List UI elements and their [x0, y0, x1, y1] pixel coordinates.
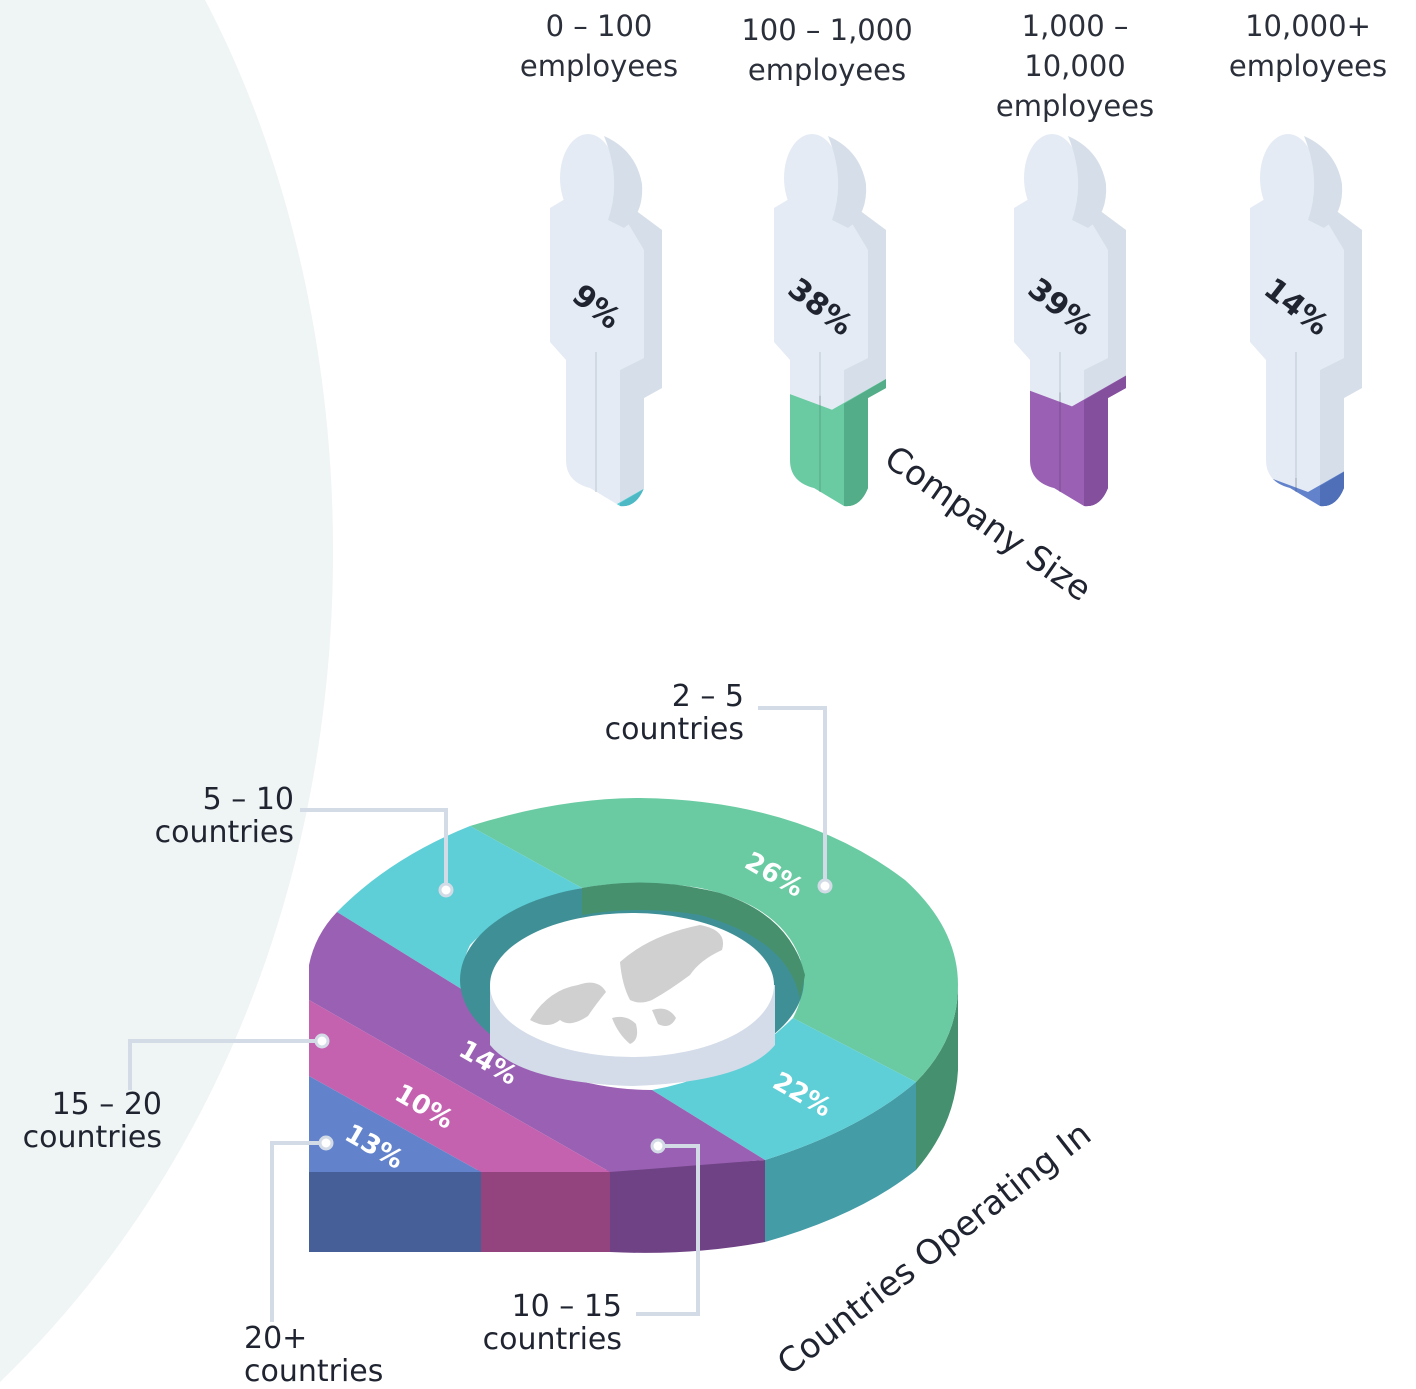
size-label-3: 10,000+ employees: [1228, 9, 1388, 83]
slice-15-20: [309, 1000, 610, 1172]
leader-20-plus: [270, 1141, 326, 1322]
slice-side-10-15: [610, 1160, 765, 1253]
person-icon-2: 39%: [1014, 134, 1126, 507]
world-map-icon: [530, 925, 724, 1044]
leader-5-10: [300, 808, 448, 890]
size-label-1: 100 – 1,000 employees: [741, 13, 913, 87]
callout-15-20: 15 – 20 countries: [22, 1087, 162, 1155]
person-head: [784, 134, 840, 222]
slice-5-10: [337, 826, 582, 990]
leader-15-20: [128, 1039, 322, 1090]
size-label-0: 0 – 100 employees: [519, 9, 679, 83]
slice-side-5-10: [765, 1082, 916, 1242]
person-icon-1: 38%: [774, 134, 886, 507]
size-label-2: 1,000 – 10,000 employees: [995, 9, 1155, 123]
callout-2-5: 2 – 5 countries: [604, 679, 744, 747]
person-head: [1260, 134, 1316, 222]
slice-side-2-5: [916, 985, 958, 1170]
callout-10-15: 10 – 15 countries: [482, 1289, 622, 1357]
slice-22: [652, 1018, 916, 1160]
person-icon-3: 14%: [1250, 134, 1362, 507]
leader-10-15: [636, 1144, 700, 1316]
leader-2-5: [758, 706, 827, 886]
person-icon-0: 9%: [550, 134, 662, 507]
slice-10-15: [309, 912, 765, 1172]
slice-side-20-plus: [309, 1170, 481, 1252]
callout-20-plus: 20+ countries: [244, 1321, 384, 1389]
callout-5-10: 5 – 10 countries: [154, 782, 294, 850]
slice-2-5: [470, 798, 958, 1082]
slice-20-plus: [309, 1076, 481, 1172]
slice-side-15-20: [481, 1170, 610, 1252]
person-head: [560, 134, 616, 222]
person-head: [1024, 134, 1080, 222]
